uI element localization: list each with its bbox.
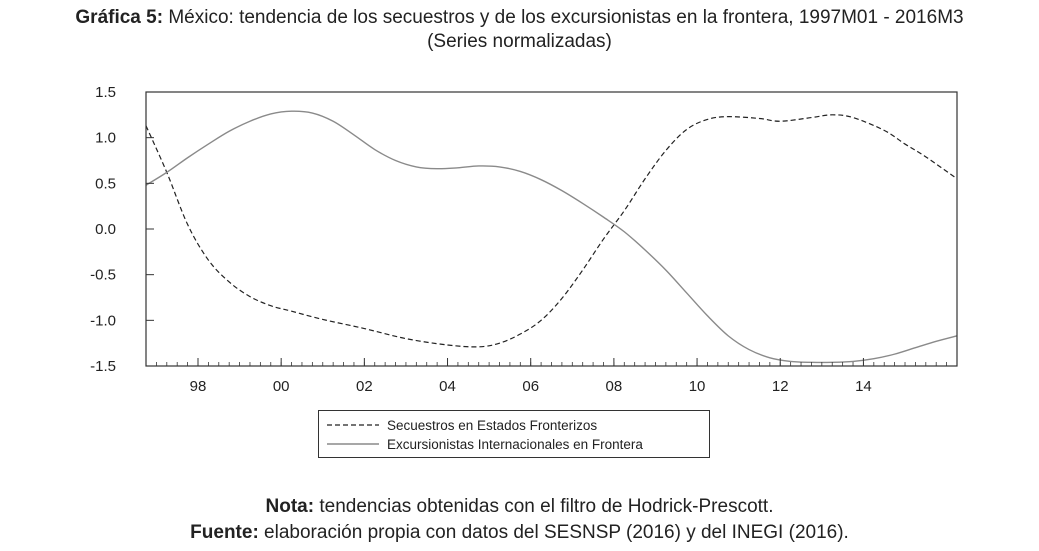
legend-swatch-solid: [327, 443, 379, 445]
x-tick-label: 02: [356, 378, 373, 395]
legend-swatch-dashed: [327, 424, 379, 426]
x-tick-label: 14: [855, 378, 872, 395]
x-tick-label: 00: [273, 378, 290, 395]
x-tick-label: 12: [772, 378, 789, 395]
source-line: Fuente: elaboración propia con datos del…: [0, 520, 1039, 546]
y-tick-label: -1.5: [90, 358, 116, 375]
title-lead: Gráfica 5:: [75, 7, 164, 28]
plot-frame: [145, 91, 958, 367]
series-line-secuestros: [145, 114, 958, 348]
note-line: Nota: tendencias obtenidas con el filtro…: [0, 494, 1039, 520]
legend-label: Excursionistas Internacionales en Fronte…: [387, 436, 643, 452]
y-tick-label: 1.0: [95, 130, 116, 147]
series-line-excursionistas: [145, 110, 958, 364]
chart-legend: Secuestros en Estados Fronterizos Excurs…: [318, 410, 710, 458]
chart-notes: Nota: tendencias obtenidas con el filtro…: [0, 494, 1039, 546]
x-tick-label: 06: [522, 378, 539, 395]
legend-label: Secuestros en Estados Fronterizos: [387, 417, 598, 433]
y-tick-label: 0.0: [95, 221, 116, 238]
x-tick-label: 08: [606, 378, 623, 395]
x-tick-label: 04: [439, 378, 456, 395]
y-tick-label: -1.0: [90, 312, 116, 329]
x-tick-label: 98: [190, 378, 207, 395]
note-lead: Nota:: [265, 496, 315, 517]
title-text: México: tendencia de los secuestros y de…: [163, 7, 964, 28]
y-tick-label: 1.5: [95, 84, 116, 101]
note-text: tendencias obtenidas con el filtro de Ho…: [314, 496, 774, 517]
y-tick-label: -0.5: [90, 267, 116, 284]
tick-layer: 1.5 1.0 0.5 0.0 -0.5 -1.0 -1.5 98 00 02 04 06 08 10 12…: [90, 84, 958, 395]
chart-title: Gráfica 5: México: tendencia de los secu…: [0, 6, 1039, 54]
legend-item-secuestros: Secuestros en Estados Fronterizos: [319, 416, 597, 434]
source-text: elaboración propia con datos del SESNSP …: [258, 522, 849, 543]
chart-subtitle: (Series normalizadas): [427, 31, 612, 52]
series-layer: [145, 110, 958, 364]
x-tick-label: 10: [689, 378, 706, 395]
y-tick-label: 0.5: [95, 175, 116, 192]
source-lead: Fuente:: [190, 522, 259, 543]
legend-item-excursionistas: Excursionistas Internacionales en Fronte…: [319, 435, 643, 453]
